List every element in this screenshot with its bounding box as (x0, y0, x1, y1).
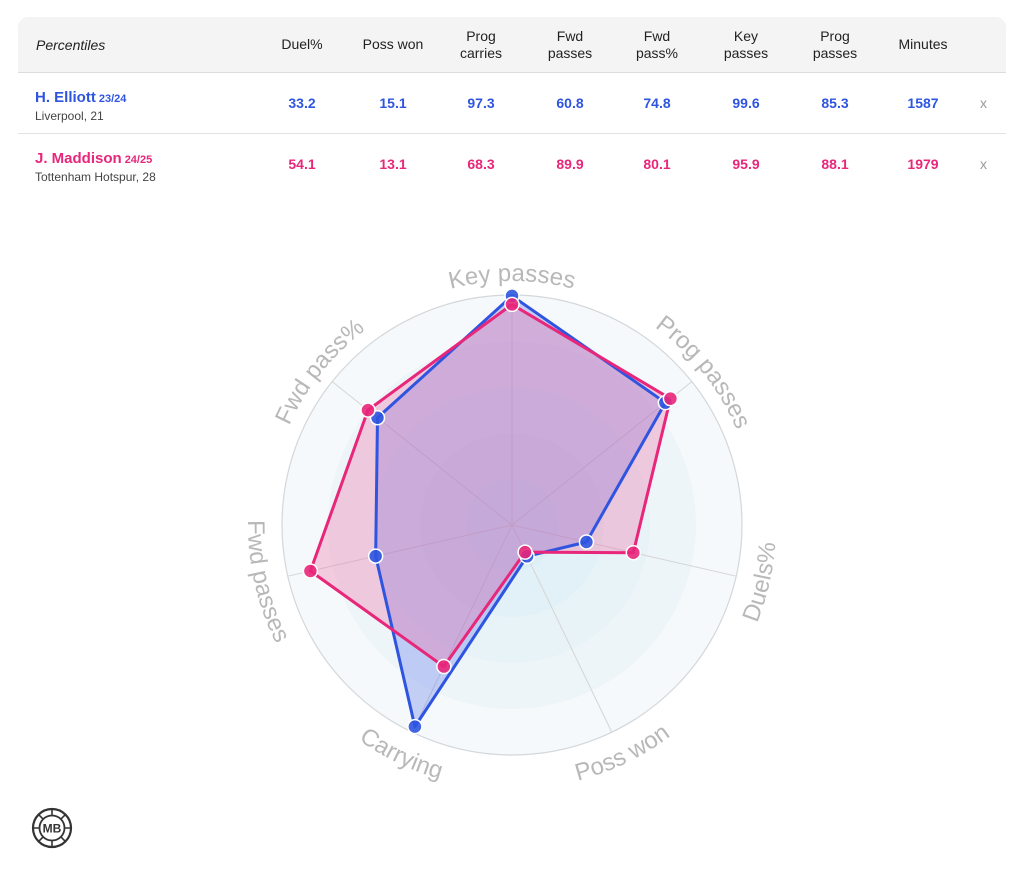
header-prog-passes[interactable]: Prog passes (812, 27, 858, 61)
table-header: Percentiles Duel% Poss won Prog carries … (18, 17, 1006, 73)
value-fwd-pass-pct: 74.8 (643, 95, 671, 111)
radar-series-line (308, 302, 672, 669)
value-poss-won: 15.1 (379, 95, 407, 111)
header-minutes[interactable]: Minutes (898, 36, 948, 52)
value-fwd-passes: 89.9 (556, 156, 584, 172)
value-minutes: 1587 (907, 95, 939, 111)
value-prog-passes: 85.3 (821, 95, 849, 111)
player-name[interactable]: H. Elliott 23/24 (35, 89, 126, 106)
radar-spoke (511, 524, 737, 577)
radar-series-line (374, 294, 667, 729)
radar-point (504, 296, 520, 313)
radar-spoke (411, 524, 513, 733)
header-prog-carries[interactable]: Prog carries (459, 27, 502, 61)
player-season: 24/25 (124, 154, 153, 166)
player-row-elliott: H. Elliott 23/24 Liverpool, 21 33.2 15.1 … (18, 73, 1006, 134)
value-fwd-passes: 60.8 (556, 95, 584, 111)
remove-player-button[interactable]: x (980, 95, 987, 111)
comparison-table: Percentiles Duel% Poss won Prog carries … (18, 17, 1006, 194)
value-prog-carries: 97.3 (467, 95, 495, 111)
value-minutes: 1979 (907, 156, 939, 172)
player-name-text: J. Maddison (35, 150, 122, 167)
radar-point (367, 548, 384, 564)
value-duel-pct: 33.2 (288, 95, 316, 111)
radar-point (436, 658, 452, 675)
value-poss-won: 13.1 (379, 156, 407, 172)
radar-axis-label: Duels% (737, 541, 781, 626)
radar-point (625, 544, 642, 561)
radar-point (662, 390, 679, 407)
logo-text: MB (43, 822, 62, 836)
remove-player-button[interactable]: x (980, 156, 987, 172)
radar-point (578, 534, 595, 550)
header-key-passes[interactable]: Key passes (723, 27, 769, 61)
player-team: Liverpool, 21 (35, 109, 104, 123)
radar-point (517, 544, 533, 560)
value-duel-pct: 54.1 (288, 156, 316, 172)
header-percentiles: Percentiles (36, 36, 106, 53)
player-name[interactable]: J. Maddison 24/25 (35, 150, 152, 167)
header-duel-pct[interactable]: Duel% (281, 36, 323, 52)
header-fwd-pass-pct[interactable]: Fwd pass% (635, 27, 679, 61)
player-name-text: H. Elliott (35, 89, 96, 106)
mb-logo-icon: MB (31, 807, 73, 849)
header-poss-won[interactable]: Poss won (362, 36, 424, 52)
value-key-passes: 95.9 (732, 156, 760, 172)
radar-spoke (287, 524, 513, 577)
player-row-maddison: J. Maddison 24/25 Tottenham Hotspur, 28 5… (18, 134, 1006, 194)
player-season: 23/24 (98, 93, 127, 105)
radar-point (302, 563, 319, 579)
header-fwd-passes[interactable]: Fwd passes (547, 27, 593, 61)
radar-series-area (375, 295, 666, 727)
value-prog-carries: 68.3 (467, 156, 495, 172)
value-fwd-pass-pct: 80.1 (643, 156, 671, 172)
player-team: Tottenham Hotspur, 28 (35, 170, 156, 184)
value-key-passes: 99.6 (732, 95, 760, 111)
radar-axis-label-text: Duels% (737, 541, 781, 626)
radar-point (407, 718, 423, 735)
radar-point (360, 402, 376, 418)
value-prog-passes: 88.1 (821, 156, 849, 172)
